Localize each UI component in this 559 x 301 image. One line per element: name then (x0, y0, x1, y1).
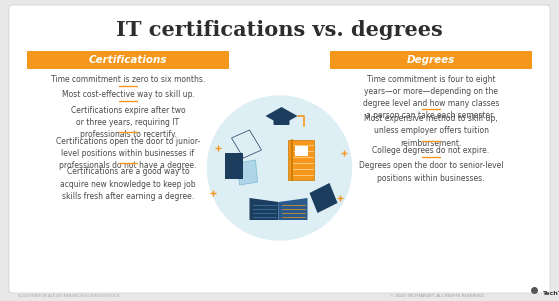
Text: © 2023 TECHTARGET. ALL RIGHTS RESERVED.: © 2023 TECHTARGET. ALL RIGHTS RESERVED. (390, 294, 485, 298)
FancyBboxPatch shape (330, 51, 532, 69)
Polygon shape (278, 198, 307, 220)
Text: Certifications: Certifications (89, 55, 167, 65)
Text: Time commitment is four to eight
years—or more—depending on the
degree level and: Time commitment is four to eight years—o… (363, 75, 499, 120)
Polygon shape (266, 107, 297, 125)
FancyBboxPatch shape (295, 146, 307, 156)
Polygon shape (249, 198, 278, 220)
Polygon shape (231, 130, 262, 158)
Text: TechTarget: TechTarget (542, 290, 559, 296)
Text: Degrees: Degrees (407, 55, 455, 65)
Text: Time commitment is zero to six months.: Time commitment is zero to six months. (51, 75, 205, 84)
Text: ILLUSTRATION ALEXEI KRASNOSHCHEKOV/ISTOCK: ILLUSTRATION ALEXEI KRASNOSHCHEKOV/ISTOC… (18, 294, 120, 298)
Polygon shape (238, 160, 258, 185)
FancyBboxPatch shape (9, 5, 550, 293)
Text: Most expensive method to skill up,
unless employer offers tuition
reimbursement.: Most expensive method to skill up, unles… (364, 114, 498, 147)
Text: College degrees do not expire.: College degrees do not expire. (372, 146, 490, 155)
FancyBboxPatch shape (27, 51, 229, 69)
FancyBboxPatch shape (287, 140, 314, 180)
Text: Degrees open the door to senior-level
positions within businesses.: Degrees open the door to senior-level po… (359, 161, 503, 182)
Text: Certifications open the door to junior-
level positions within businesses if
pro: Certifications open the door to junior- … (56, 136, 200, 170)
FancyBboxPatch shape (225, 153, 243, 179)
FancyBboxPatch shape (273, 115, 290, 125)
Text: Certifications are a good way to
acquire new knowledge to keep job
skills fresh : Certifications are a good way to acquire… (60, 167, 196, 201)
Text: Certifications expire after two
or three years, requiring IT
professionals to re: Certifications expire after two or three… (70, 106, 186, 139)
Polygon shape (310, 183, 338, 213)
Circle shape (207, 96, 352, 240)
Text: Most cost-effective way to skill up.: Most cost-effective way to skill up. (61, 90, 195, 99)
Text: IT certifications vs. degrees: IT certifications vs. degrees (116, 20, 443, 40)
